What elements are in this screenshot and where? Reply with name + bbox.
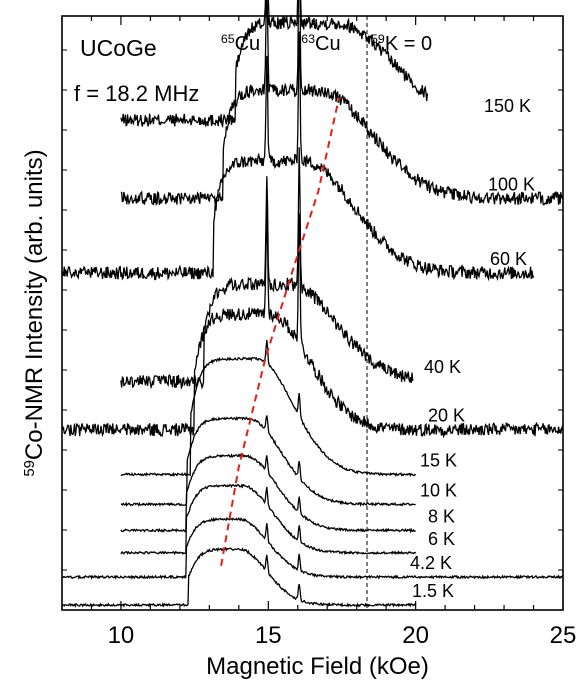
spectrum-trace xyxy=(61,516,564,580)
x-tick-label: 10 xyxy=(108,622,135,649)
temperature-label: 8 K xyxy=(428,506,455,526)
spectrum-trace xyxy=(120,453,416,534)
spectrum-trace xyxy=(120,0,564,206)
frequency-label: f = 18.2 MHz xyxy=(74,81,199,106)
spectrum-trace xyxy=(120,415,416,508)
marker-label-k0: 59K = 0 xyxy=(371,32,432,55)
spectrum-trace xyxy=(120,147,414,390)
temperature-label: 40 K xyxy=(424,357,461,377)
spectrum-trace xyxy=(120,0,429,129)
temperature-label: 20 K xyxy=(428,406,465,426)
spectrum-trace xyxy=(61,31,535,282)
temperature-label: 150 K xyxy=(484,96,531,116)
peak-trend-line xyxy=(220,97,340,566)
spectrum-trace xyxy=(120,339,417,478)
spectrum-trace xyxy=(61,209,564,439)
temperature-label: 10 K xyxy=(420,480,457,500)
x-axis-label: Magnetic Field (kOe) xyxy=(206,653,429,680)
x-tick-label: 20 xyxy=(402,622,429,649)
y-axis-label: 59Co-NMR Intensity (arb. units) xyxy=(21,149,48,476)
x-tick-label: 25 xyxy=(550,622,577,649)
temperature-label: 100 K xyxy=(488,174,535,194)
sample-label: UCoGe xyxy=(80,35,157,61)
spectrum-trace xyxy=(120,483,417,556)
plot-frame xyxy=(61,15,564,611)
temperature-label: 60 K xyxy=(490,249,527,269)
temperature-label: 1.5 K xyxy=(412,581,454,601)
temperature-label: 15 K xyxy=(420,450,457,470)
x-tick-label: 15 xyxy=(255,622,282,649)
temperature-label: 4.2 K xyxy=(410,553,452,573)
temperature-label: 6 K xyxy=(428,529,455,549)
spectrum-trace xyxy=(61,546,417,608)
marker-label-63cu: 63Cu xyxy=(301,32,340,55)
